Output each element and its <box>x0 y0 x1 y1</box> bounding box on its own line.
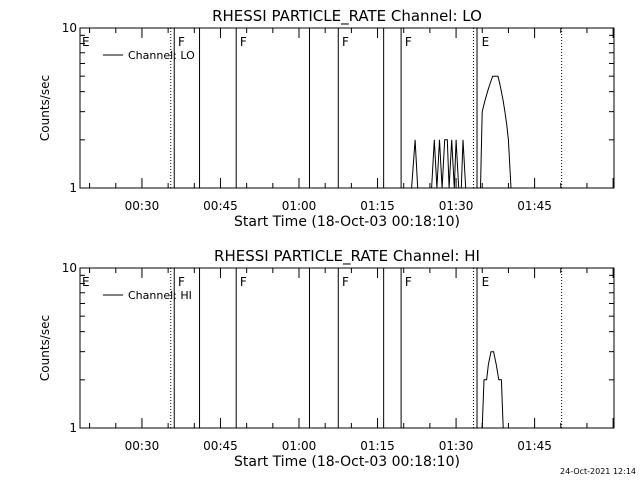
event-marker-label: F <box>342 35 349 49</box>
y-tick-label: 10 <box>62 21 77 35</box>
x-tick-label: 01:15 <box>360 439 395 453</box>
event-marker-label: F <box>342 275 349 289</box>
x-tick-label: 01:30 <box>439 439 474 453</box>
event-marker-label: F <box>240 35 247 49</box>
plot-frame <box>79 267 615 429</box>
event-marker-label: E <box>482 275 490 289</box>
event-marker-label: E <box>82 35 90 49</box>
event-marker-label: F <box>240 275 247 289</box>
x-tick-label: 00:45 <box>203 439 238 453</box>
y-axis-label: Counts/sec <box>38 315 52 381</box>
event-marker-label: F <box>405 275 412 289</box>
chart-title: RHESSI PARTICLE_RATE Channel: HI <box>214 247 480 266</box>
y-tick-label: 10 <box>62 261 77 275</box>
chart-1: RHESSI PARTICLE_RATE Channel: LO Start Ti… <box>38 7 615 230</box>
x-tick-label: 00:30 <box>125 439 160 453</box>
event-marker-label: F <box>405 35 412 49</box>
x-tick-label: 00:30 <box>125 199 160 213</box>
legend-label: Channel: LO <box>128 49 195 62</box>
event-marker-label: E <box>82 275 90 289</box>
y-axis-label: Counts/sec <box>38 75 52 141</box>
y-tick-label: 1 <box>69 421 77 435</box>
x-tick-label: 01:30 <box>439 199 474 213</box>
x-tick-label: 01:15 <box>360 199 395 213</box>
footer-timestamp: 24-Oct-2021 12:14 <box>560 467 636 476</box>
event-marker-label: E <box>482 35 490 49</box>
x-tick-label: 01:45 <box>517 199 552 213</box>
x-tick-label: 00:45 <box>203 199 238 213</box>
plot-frame <box>79 27 615 189</box>
x-tick-label: 01:00 <box>282 199 317 213</box>
series-line <box>481 351 504 429</box>
event-marker-label: F <box>178 35 185 49</box>
event-marker-label: F <box>178 275 185 289</box>
chart-title: RHESSI PARTICLE_RATE Channel: LO <box>212 7 482 26</box>
y-tick-label: 1 <box>69 181 77 195</box>
chart-2: RHESSI PARTICLE_RATE Channel: HI Start Ti… <box>38 247 615 470</box>
x-tick-label: 01:45 <box>517 439 552 453</box>
series-line <box>411 75 512 189</box>
x-axis-label: Start Time (18-Oct-03 00:18:10) <box>234 214 460 230</box>
x-axis-label: Start Time (18-Oct-03 00:18:10) <box>234 454 460 470</box>
x-tick-label: 01:00 <box>282 439 317 453</box>
legend-label: Channel: HI <box>128 289 192 302</box>
